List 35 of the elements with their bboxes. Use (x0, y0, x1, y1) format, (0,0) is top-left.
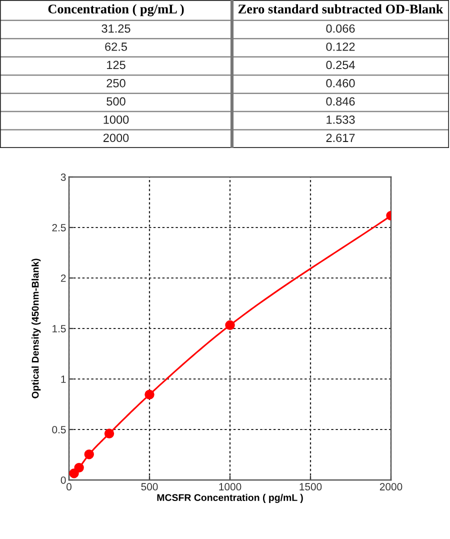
point (104, 428, 114, 438)
data-label: 1.533 (326, 115, 355, 124)
data-label: 0.122 (326, 42, 355, 51)
category-label: 2000 (103, 134, 129, 142)
y-axis-title: Optical Density (450nm-Blank) (32, 258, 41, 398)
y-tick-label: 2.5 (52, 224, 66, 232)
x-tick-label: 2000 (380, 483, 402, 490)
category-label: 62.5 (105, 42, 127, 51)
category-label: 31.25 (102, 24, 130, 33)
x-axis-title: MCSFR Concentration ( pg/mL ) (157, 494, 303, 503)
text: Concentration ( pg/mL ) (48, 4, 184, 16)
y-tick-label: 3 (60, 174, 66, 181)
category-label: 500 (106, 97, 126, 106)
data-label: 2.617 (326, 134, 355, 142)
data-label: 0.254 (326, 60, 355, 70)
x-tick-label: 0 (66, 483, 72, 490)
y-tick-label: 1 (61, 376, 66, 383)
data-label: 0.460 (326, 79, 355, 88)
text: Zero standard subtracted OD-Blank (238, 4, 444, 14)
point (84, 449, 94, 460)
x-tick-label: 1000 (219, 483, 242, 490)
y-tick-label: 0.5 (52, 426, 66, 434)
category-label: 125 (107, 60, 126, 70)
point (144, 390, 154, 400)
point (74, 462, 84, 473)
y-tick-label: 0 (60, 476, 66, 484)
category-label: 1000 (104, 115, 129, 124)
x-tick-label: 500 (141, 483, 158, 490)
y-tick-label: 1.5 (52, 325, 66, 332)
data-label: 0.066 (326, 24, 355, 33)
point (225, 320, 235, 330)
data-label: 0.846 (326, 97, 355, 106)
x-tick-label: 1500 (300, 483, 322, 490)
y-tick-label: 2 (60, 274, 66, 282)
category-label: 250 (106, 79, 126, 88)
